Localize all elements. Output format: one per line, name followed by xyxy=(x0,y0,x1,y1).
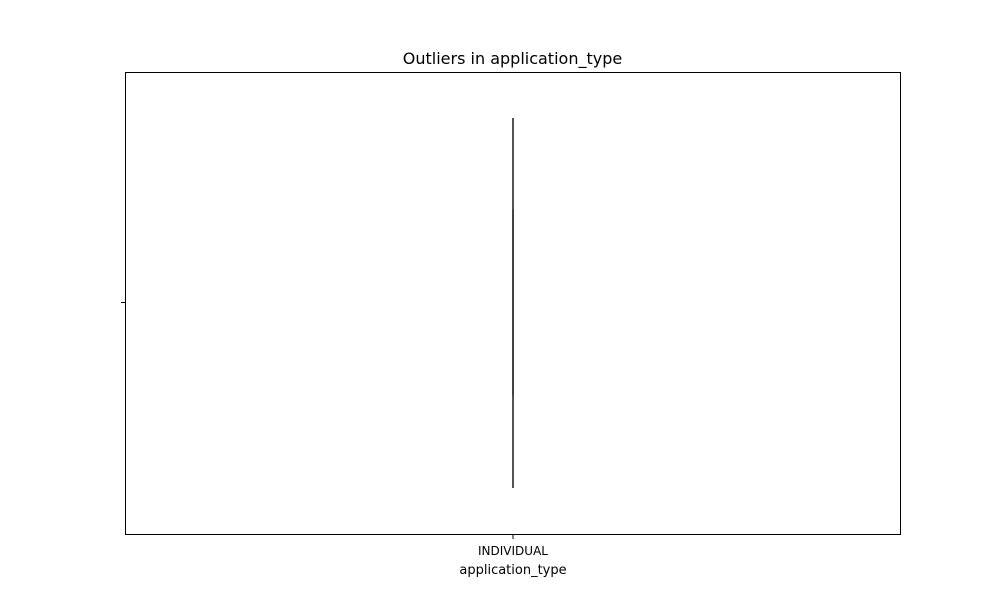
chart-title: Outliers in application_type xyxy=(403,49,622,69)
x-tick-label: INDIVIDUAL xyxy=(478,544,548,558)
x-axis-label: application_type xyxy=(459,563,566,578)
